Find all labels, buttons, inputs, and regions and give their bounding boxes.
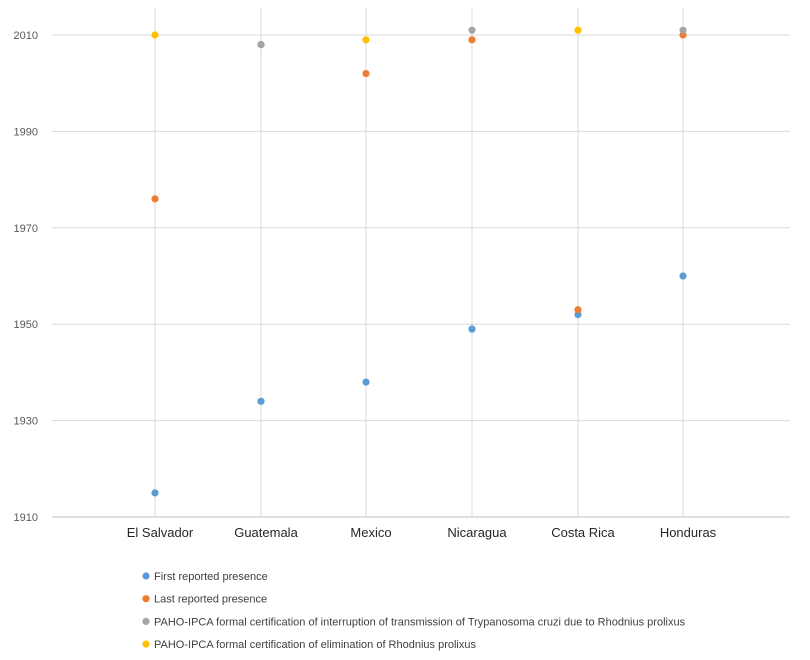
- x-category-label: Nicaragua: [447, 525, 507, 540]
- x-category-label: Guatemala: [234, 525, 298, 540]
- y-axis-tick-labels: 1910 1930 1950 1970 1990 2010: [14, 30, 38, 524]
- y-tick-label: 2010: [14, 30, 38, 42]
- y-tick-label: 1970: [14, 223, 38, 235]
- x-category-label: Honduras: [660, 525, 717, 540]
- legend-marker: [142, 572, 150, 580]
- legend: First reported presence Last reported pre…: [142, 571, 686, 651]
- data-point: [468, 36, 476, 44]
- data-point: [151, 195, 159, 203]
- y-tick-label: 1950: [14, 319, 38, 331]
- y-tick-label: 1990: [14, 126, 38, 138]
- legend-label: First reported presence: [154, 571, 268, 583]
- legend-label: PAHO-IPCA formal certification of interr…: [154, 616, 686, 628]
- data-point: [257, 397, 265, 405]
- data-point: [362, 36, 370, 44]
- legend-marker: [142, 617, 150, 626]
- data-point: [257, 41, 265, 49]
- data-point: [362, 378, 370, 386]
- y-tick-label: 1930: [14, 416, 38, 428]
- x-category-label: El Salvador: [127, 525, 194, 540]
- x-category-label: Mexico: [350, 525, 391, 540]
- data-points: [151, 26, 687, 497]
- data-point: [151, 489, 159, 497]
- data-point: [151, 31, 159, 39]
- x-category-label: Costa Rica: [551, 525, 615, 540]
- legend-marker: [142, 595, 150, 603]
- data-point: [679, 272, 687, 280]
- data-point: [574, 306, 582, 314]
- legend-marker: [142, 640, 150, 648]
- data-point: [679, 26, 687, 34]
- gridlines: [52, 8, 790, 517]
- y-tick-label: 1910: [14, 512, 38, 524]
- data-point: [574, 26, 582, 34]
- legend-label: PAHO-IPCA formal certification of elimin…: [154, 639, 476, 651]
- legend-label: Last reported presence: [154, 594, 267, 606]
- data-point: [468, 26, 476, 34]
- x-axis-category-labels: El Salvador Guatemala Mexico Nicaragua Costa…: [127, 525, 717, 540]
- data-point: [362, 69, 370, 78]
- data-point: [468, 325, 476, 333]
